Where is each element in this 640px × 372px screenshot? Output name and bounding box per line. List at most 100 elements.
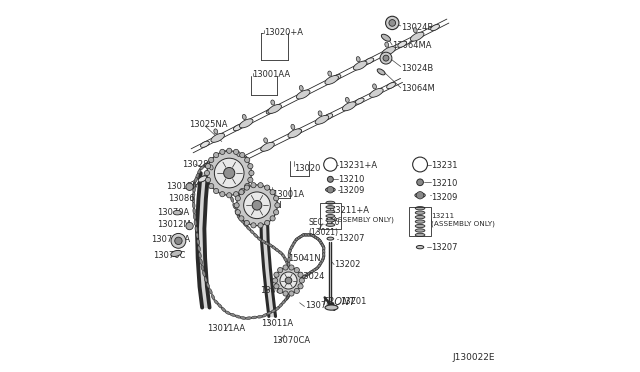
Circle shape — [278, 288, 283, 294]
Ellipse shape — [297, 277, 303, 280]
Ellipse shape — [299, 91, 308, 97]
Ellipse shape — [415, 229, 425, 232]
Text: 13025NA: 13025NA — [189, 121, 228, 129]
Ellipse shape — [268, 243, 273, 247]
Circle shape — [294, 267, 300, 273]
Circle shape — [274, 272, 279, 277]
Circle shape — [205, 164, 211, 169]
Ellipse shape — [304, 234, 310, 236]
Ellipse shape — [193, 208, 196, 214]
Text: 13020+A: 13020+A — [264, 28, 303, 37]
Text: 13207: 13207 — [338, 234, 364, 243]
Ellipse shape — [315, 115, 329, 124]
Ellipse shape — [324, 114, 333, 120]
Ellipse shape — [321, 243, 325, 248]
Text: 13201: 13201 — [340, 297, 367, 306]
Ellipse shape — [290, 244, 294, 250]
Circle shape — [186, 222, 193, 230]
Circle shape — [275, 267, 302, 294]
Circle shape — [239, 189, 245, 193]
Ellipse shape — [387, 83, 396, 89]
Text: 13231+A: 13231+A — [338, 161, 377, 170]
Circle shape — [278, 267, 283, 273]
Ellipse shape — [198, 176, 207, 182]
Text: 13064M: 13064M — [401, 84, 435, 93]
Ellipse shape — [209, 289, 212, 294]
Ellipse shape — [218, 304, 222, 308]
Circle shape — [205, 177, 211, 183]
Circle shape — [283, 291, 288, 296]
Polygon shape — [200, 287, 209, 308]
Circle shape — [234, 149, 239, 154]
Ellipse shape — [415, 224, 425, 228]
Ellipse shape — [381, 34, 390, 41]
Ellipse shape — [316, 264, 321, 269]
Ellipse shape — [417, 246, 424, 249]
Circle shape — [273, 278, 278, 283]
Circle shape — [280, 272, 297, 289]
Text: 13028: 13028 — [182, 160, 209, 169]
Ellipse shape — [207, 160, 212, 164]
Polygon shape — [198, 258, 207, 287]
Polygon shape — [264, 268, 273, 294]
Ellipse shape — [281, 253, 285, 258]
Circle shape — [251, 223, 256, 228]
Text: 13209: 13209 — [431, 193, 458, 202]
Text: 13001AA: 13001AA — [253, 70, 291, 79]
Ellipse shape — [326, 201, 335, 204]
Ellipse shape — [211, 133, 225, 142]
Ellipse shape — [415, 206, 425, 210]
Ellipse shape — [377, 69, 385, 75]
Ellipse shape — [415, 215, 425, 219]
Ellipse shape — [294, 278, 300, 280]
Ellipse shape — [266, 311, 272, 315]
Ellipse shape — [301, 234, 308, 236]
Ellipse shape — [278, 303, 283, 308]
Circle shape — [327, 186, 333, 193]
Ellipse shape — [320, 259, 324, 264]
Circle shape — [270, 216, 275, 221]
Circle shape — [236, 210, 241, 215]
Ellipse shape — [309, 234, 315, 237]
Ellipse shape — [233, 203, 236, 209]
Circle shape — [285, 277, 292, 284]
Circle shape — [234, 192, 239, 197]
Ellipse shape — [308, 270, 314, 274]
Text: 13064MA: 13064MA — [392, 41, 432, 51]
Circle shape — [214, 158, 244, 188]
Ellipse shape — [214, 129, 218, 134]
Ellipse shape — [288, 279, 291, 285]
Circle shape — [239, 153, 245, 158]
Ellipse shape — [314, 267, 319, 271]
Text: 13231: 13231 — [431, 161, 458, 170]
Text: 13202: 13202 — [334, 260, 360, 269]
Circle shape — [324, 158, 337, 171]
Circle shape — [298, 284, 303, 289]
Circle shape — [237, 185, 277, 226]
Ellipse shape — [230, 313, 236, 316]
Circle shape — [244, 220, 250, 225]
Circle shape — [328, 176, 333, 182]
Circle shape — [248, 177, 253, 183]
Circle shape — [220, 149, 225, 154]
Ellipse shape — [240, 317, 246, 319]
Ellipse shape — [216, 154, 221, 158]
Ellipse shape — [173, 211, 181, 215]
Ellipse shape — [385, 42, 388, 47]
Ellipse shape — [410, 32, 424, 41]
Ellipse shape — [332, 74, 341, 81]
Ellipse shape — [323, 246, 325, 252]
Circle shape — [234, 203, 239, 208]
Text: 13211+A: 13211+A — [330, 206, 369, 215]
Ellipse shape — [214, 300, 218, 304]
Ellipse shape — [271, 245, 276, 249]
Ellipse shape — [220, 152, 225, 156]
Ellipse shape — [264, 241, 269, 245]
Ellipse shape — [203, 163, 208, 167]
Ellipse shape — [365, 58, 374, 64]
Ellipse shape — [234, 156, 247, 165]
Ellipse shape — [250, 230, 254, 234]
Text: 13070+A: 13070+A — [152, 235, 191, 244]
Ellipse shape — [211, 294, 215, 300]
Ellipse shape — [292, 241, 296, 246]
